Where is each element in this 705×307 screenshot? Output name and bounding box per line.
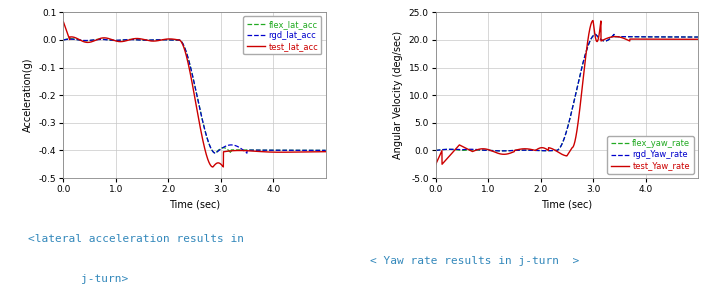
flex_lat_acc — [314, 149, 322, 152]
flex_yaw_rate — [687, 35, 695, 39]
test_lat_acc — [73, 37, 81, 40]
flex_lat_acc — [314, 149, 322, 152]
flex_yaw_rate — [638, 35, 646, 39]
rgd_lat_acc — [266, 148, 274, 152]
Text: < Yaw rate results in j-turn  >: < Yaw rate results in j-turn > — [370, 256, 580, 266]
Line: flex_lat_acc: flex_lat_acc — [63, 39, 326, 153]
test_lat_acc — [266, 150, 274, 154]
flex_lat_acc — [73, 38, 81, 41]
rgd_lat_acc — [321, 149, 330, 152]
flex_yaw_rate — [686, 35, 694, 39]
rgd_lat_acc — [212, 151, 220, 155]
Line: flex_yaw_rate: flex_yaw_rate — [436, 34, 698, 151]
Text: j-turn>: j-turn> — [81, 274, 128, 284]
test_Yaw_rate — [638, 37, 646, 41]
rgd_Yaw_rate — [694, 35, 702, 39]
rgd_Yaw_rate — [591, 33, 600, 36]
rgd_Yaw_rate — [686, 35, 694, 39]
flex_yaw_rate — [431, 149, 440, 152]
flex_lat_acc — [321, 149, 330, 152]
test_lat_acc — [314, 150, 322, 154]
Legend: flex_lat_acc, rgd_lat_acc, test_lat_acc: flex_lat_acc, rgd_lat_acc, test_lat_acc — [243, 17, 321, 54]
X-axis label: Time (sec): Time (sec) — [541, 200, 592, 210]
flex_lat_acc — [66, 37, 75, 41]
rgd_Yaw_rate — [445, 147, 453, 151]
X-axis label: Time (sec): Time (sec) — [169, 200, 220, 210]
rgd_lat_acc — [73, 38, 81, 41]
rgd_Yaw_rate — [638, 35, 646, 39]
test_Yaw_rate — [589, 19, 597, 22]
flex_yaw_rate — [591, 33, 600, 36]
Legend: flex_yaw_rate, rgd_Yaw_rate, test_Yaw_rate: flex_yaw_rate, rgd_Yaw_rate, test_Yaw_ra… — [607, 136, 694, 174]
Line: rgd_lat_acc: rgd_lat_acc — [63, 39, 326, 153]
rgd_lat_acc — [314, 149, 322, 152]
rgd_Yaw_rate — [687, 35, 695, 39]
rgd_Yaw_rate — [552, 149, 560, 152]
flex_lat_acc — [266, 148, 274, 152]
test_lat_acc — [59, 20, 68, 24]
test_Yaw_rate — [559, 153, 568, 157]
rgd_lat_acc — [180, 45, 188, 48]
test_Yaw_rate — [552, 149, 560, 153]
rgd_lat_acc — [59, 38, 68, 42]
flex_yaw_rate — [559, 139, 568, 142]
rgd_Yaw_rate — [559, 139, 568, 142]
flex_yaw_rate — [552, 149, 560, 152]
Line: test_lat_acc: test_lat_acc — [63, 22, 326, 167]
flex_yaw_rate — [694, 35, 702, 39]
rgd_Yaw_rate — [497, 149, 505, 153]
test_Yaw_rate — [686, 37, 694, 41]
flex_lat_acc — [212, 151, 220, 155]
flex_lat_acc — [59, 38, 68, 42]
test_lat_acc — [209, 165, 217, 169]
test_lat_acc — [321, 150, 330, 154]
test_Yaw_rate — [431, 162, 440, 166]
test_lat_acc — [180, 46, 188, 50]
rgd_Yaw_rate — [431, 149, 440, 152]
Line: test_Yaw_rate: test_Yaw_rate — [436, 21, 698, 164]
rgd_lat_acc — [187, 68, 195, 71]
flex_lat_acc — [180, 45, 188, 48]
test_Yaw_rate — [694, 37, 702, 41]
test_lat_acc — [314, 150, 322, 154]
test_Yaw_rate — [445, 154, 453, 158]
flex_lat_acc — [187, 68, 195, 71]
test_lat_acc — [187, 75, 195, 79]
flex_yaw_rate — [497, 149, 505, 153]
Y-axis label: Angular Velocity (deg/sec): Angular Velocity (deg/sec) — [393, 31, 403, 159]
Line: rgd_Yaw_rate: rgd_Yaw_rate — [436, 34, 698, 151]
flex_yaw_rate — [445, 147, 453, 151]
Text: <lateral acceleration results in: <lateral acceleration results in — [28, 235, 244, 244]
test_Yaw_rate — [686, 37, 694, 41]
rgd_lat_acc — [66, 37, 75, 41]
rgd_lat_acc — [314, 149, 322, 152]
Y-axis label: Acceleration(g): Acceleration(g) — [23, 58, 33, 132]
